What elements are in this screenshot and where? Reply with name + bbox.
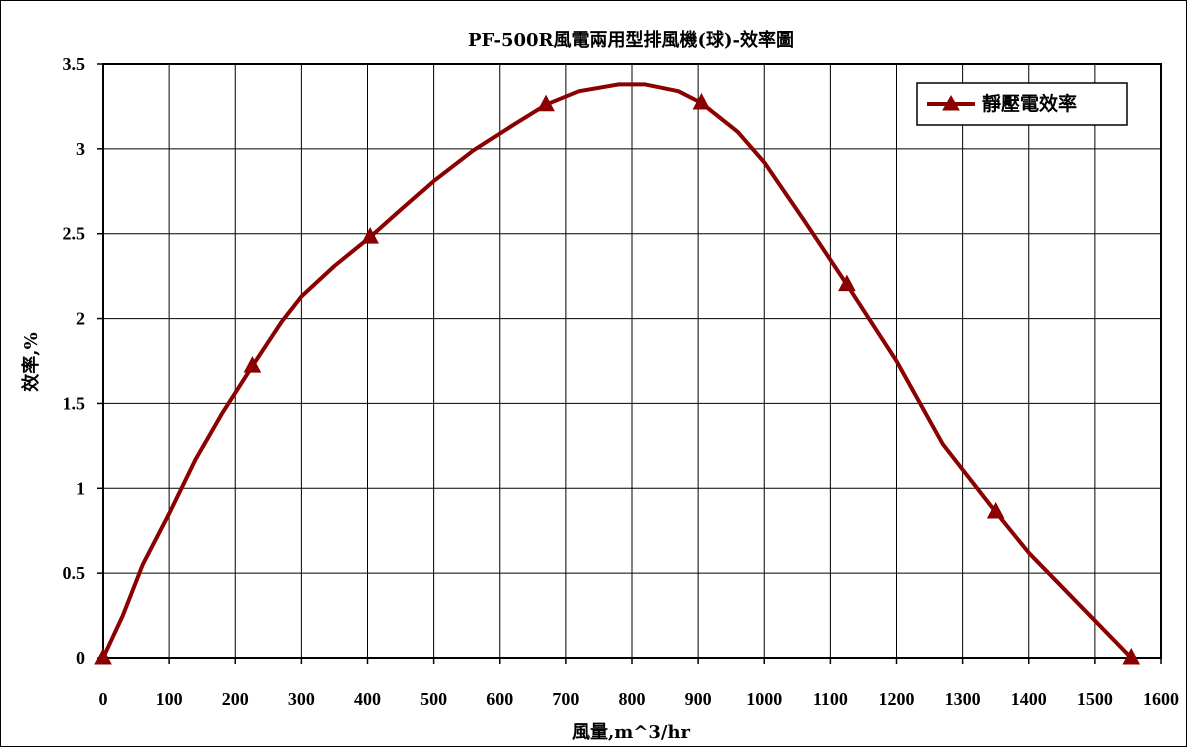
x-tick-label: 1300 <box>945 689 981 709</box>
y-axis-label: 效率,% <box>20 332 42 391</box>
x-tick-label: 300 <box>288 689 315 709</box>
x-axis-label: 風量,m^3/hr <box>572 721 691 743</box>
data-point-marker <box>243 356 262 373</box>
data-point-marker <box>1122 647 1141 665</box>
data-point-marker <box>986 501 1005 519</box>
x-tick-label: 1500 <box>1077 689 1113 709</box>
data-point-marker <box>537 94 555 112</box>
data-point-marker <box>361 227 379 244</box>
x-tick-label: 0 <box>99 689 108 709</box>
x-tick-label: 1000 <box>746 689 782 709</box>
x-tick-label: 800 <box>619 689 646 709</box>
x-axis-tick-labels: 0 100 200 300 400 500 600 700 800 900 1000 1100 1200… <box>99 689 1180 709</box>
data-point-marker <box>838 274 856 292</box>
series-markers <box>94 92 1141 665</box>
series-line-static-pressure-efficiency <box>101 82 1133 660</box>
vertical-gridlines <box>102 64 1162 664</box>
x-tick-label: 600 <box>486 689 513 709</box>
x-tick-label: 900 <box>685 689 712 709</box>
x-tick-label: 1200 <box>879 689 915 709</box>
data-point-marker <box>692 92 711 110</box>
triangle-marker-icon <box>942 94 960 111</box>
chart-title: PF-500R風電兩用型排風機(球)-效率圖 <box>468 29 794 51</box>
x-tick-label: 1400 <box>1011 689 1047 709</box>
y-tick-label: 2.5 <box>63 224 86 244</box>
legend-label-static-pressure-efficiency: 靜壓電效率 <box>982 92 1077 115</box>
y-tick-label: 0.5 <box>63 563 86 583</box>
y-axis-tick-labels: 0 0.5 1 1.5 2 2.5 3 3.5 <box>63 54 86 668</box>
y-tick-label: 1.5 <box>63 393 86 413</box>
y-tick-label: 1 <box>76 478 85 498</box>
y-tick-label: 2 <box>76 309 85 329</box>
x-tick-label: 100 <box>156 689 183 709</box>
legend: 靜壓電效率 <box>916 82 1128 126</box>
y-tick-label: 0 <box>76 648 85 668</box>
x-tick-label: 700 <box>552 689 579 709</box>
x-tick-label: 400 <box>354 689 381 709</box>
data-point-marker <box>94 647 112 665</box>
y-tick-label: 3 <box>76 139 85 159</box>
x-tick-label: 1100 <box>813 689 848 709</box>
y-tick-label: 3.5 <box>63 54 86 74</box>
x-tick-label: 200 <box>222 689 249 709</box>
x-tick-label: 500 <box>420 689 447 709</box>
x-tick-label: 1600 <box>1143 689 1179 709</box>
plot-area: 0 100 200 300 400 500 600 700 800 900 1000 1100 1200… <box>63 54 1180 709</box>
plot-border <box>102 63 1162 659</box>
